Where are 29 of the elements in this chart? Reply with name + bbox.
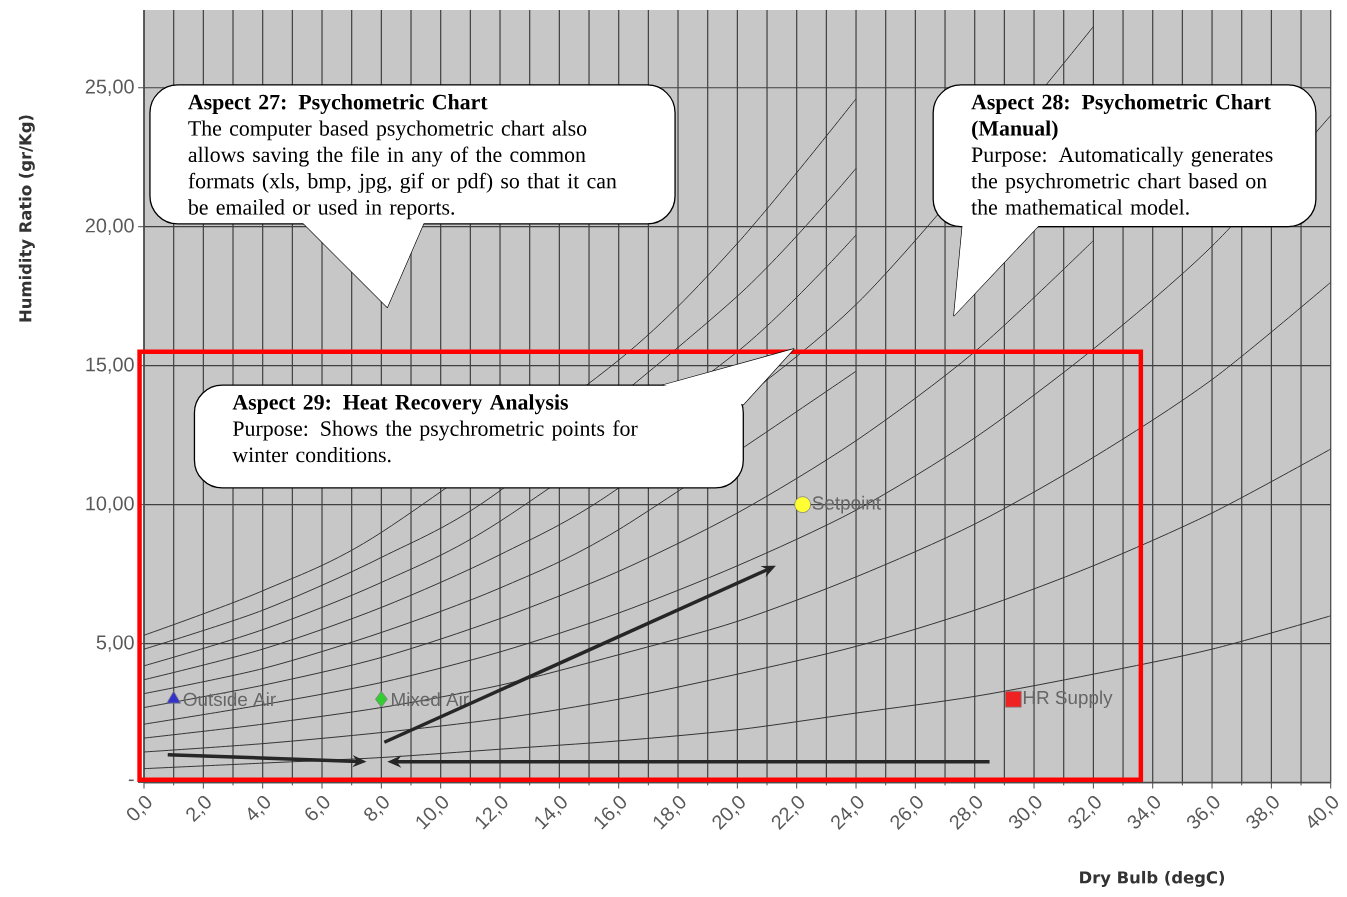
line-series bbox=[143, 615, 1332, 770]
line-series bbox=[143, 281, 1332, 739]
y-tick-label: 15,00 bbox=[86, 357, 134, 374]
x-tick-label: 32,0 bbox=[1068, 796, 1101, 829]
x-tick-label: 4,0 bbox=[248, 796, 271, 821]
y-tick-label: 10,00 bbox=[86, 496, 134, 513]
x-tick-label: 30,0 bbox=[1009, 796, 1042, 829]
annotation: The computer based psychometric chart also allows saving the file in any of the common formats (xls, bmp, jpg, gif or pdf) so that it can be emailed or used in reports. bbox=[187, 120, 617, 220]
x-axis-title: Dry Bulb (degC) bbox=[1080, 871, 1225, 887]
x-tick-label: 38,0 bbox=[1246, 796, 1279, 829]
y-axis-title: Humidity Ratio (gr/Kg) bbox=[18, 115, 35, 322]
x-tick-label: 34,0 bbox=[1127, 796, 1161, 829]
annotation: Aspect 28: Psychometric Chart (Manual) bbox=[971, 94, 1271, 141]
x-tick-label: 40,0 bbox=[1308, 796, 1339, 829]
line-series bbox=[143, 115, 1332, 725]
y-tick-label: 25,00 bbox=[85, 79, 134, 97]
annotation: Purpose: Automatically generates the psychrometric chart based on the mathematical model. bbox=[971, 146, 1273, 215]
y-tick-label: - bbox=[128, 779, 134, 782]
x-tick-label: 8,0 bbox=[364, 796, 389, 821]
x-tick-label: 0,0 bbox=[127, 796, 152, 821]
annotation: Purpose: Shows the psychrometric points for winter conditions. bbox=[232, 420, 638, 463]
y-tick-label: 5,00 bbox=[96, 635, 134, 652]
annotation: Aspect 27: Psychometric Chart bbox=[188, 94, 488, 115]
y-tick-label: 20,00 bbox=[85, 218, 134, 236]
x-tick-label: 2,0 bbox=[186, 796, 211, 823]
x-tick-label: 36,0 bbox=[1187, 796, 1220, 829]
annotation: Aspect 29: Heat Recovery Analysis bbox=[232, 394, 568, 415]
line-series bbox=[143, 448, 1332, 753]
x-tick-label: 6,0 bbox=[305, 796, 330, 821]
